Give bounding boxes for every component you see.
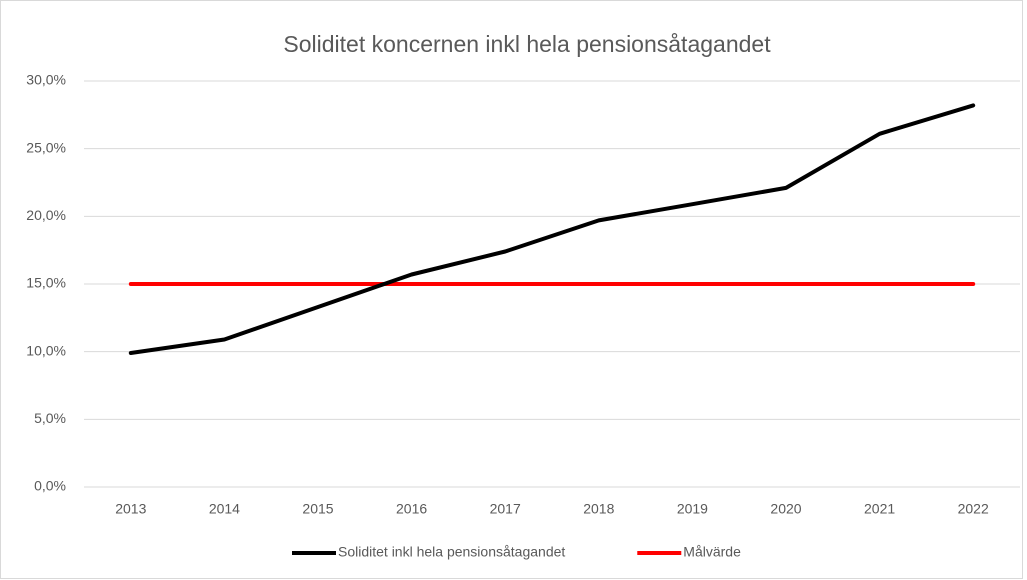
x-tick-label: 2022 — [958, 501, 989, 517]
x-tick-label: 2019 — [677, 501, 708, 517]
y-tick-label: 0,0% — [34, 478, 66, 494]
y-tick-label: 25,0% — [26, 139, 66, 155]
y-tick-label: 10,0% — [26, 342, 66, 358]
y-tick-label: 30,0% — [26, 72, 66, 88]
x-tick-label: 2013 — [115, 501, 146, 517]
line-series — [128, 103, 976, 355]
legend-label: Målvärde — [683, 544, 741, 560]
y-tick-label: 20,0% — [26, 207, 66, 223]
x-tick-label: 2021 — [864, 501, 895, 517]
x-tick-label: 2017 — [490, 501, 521, 517]
y-tick-label: 15,0% — [26, 275, 66, 291]
legend-label: Soliditet inkl hela pensionsåtagandet — [338, 544, 565, 560]
y-tick-label: 5,0% — [34, 410, 66, 426]
x-tick-label: 2014 — [209, 501, 240, 517]
x-tick-label: 2015 — [302, 501, 333, 517]
x-tick-label: 2016 — [396, 501, 427, 517]
chart-title: Soliditet koncernen inkl hela pensionsåt… — [283, 31, 771, 57]
x-tick-label: 2018 — [583, 501, 614, 517]
x-tick-label: 2020 — [770, 501, 801, 517]
